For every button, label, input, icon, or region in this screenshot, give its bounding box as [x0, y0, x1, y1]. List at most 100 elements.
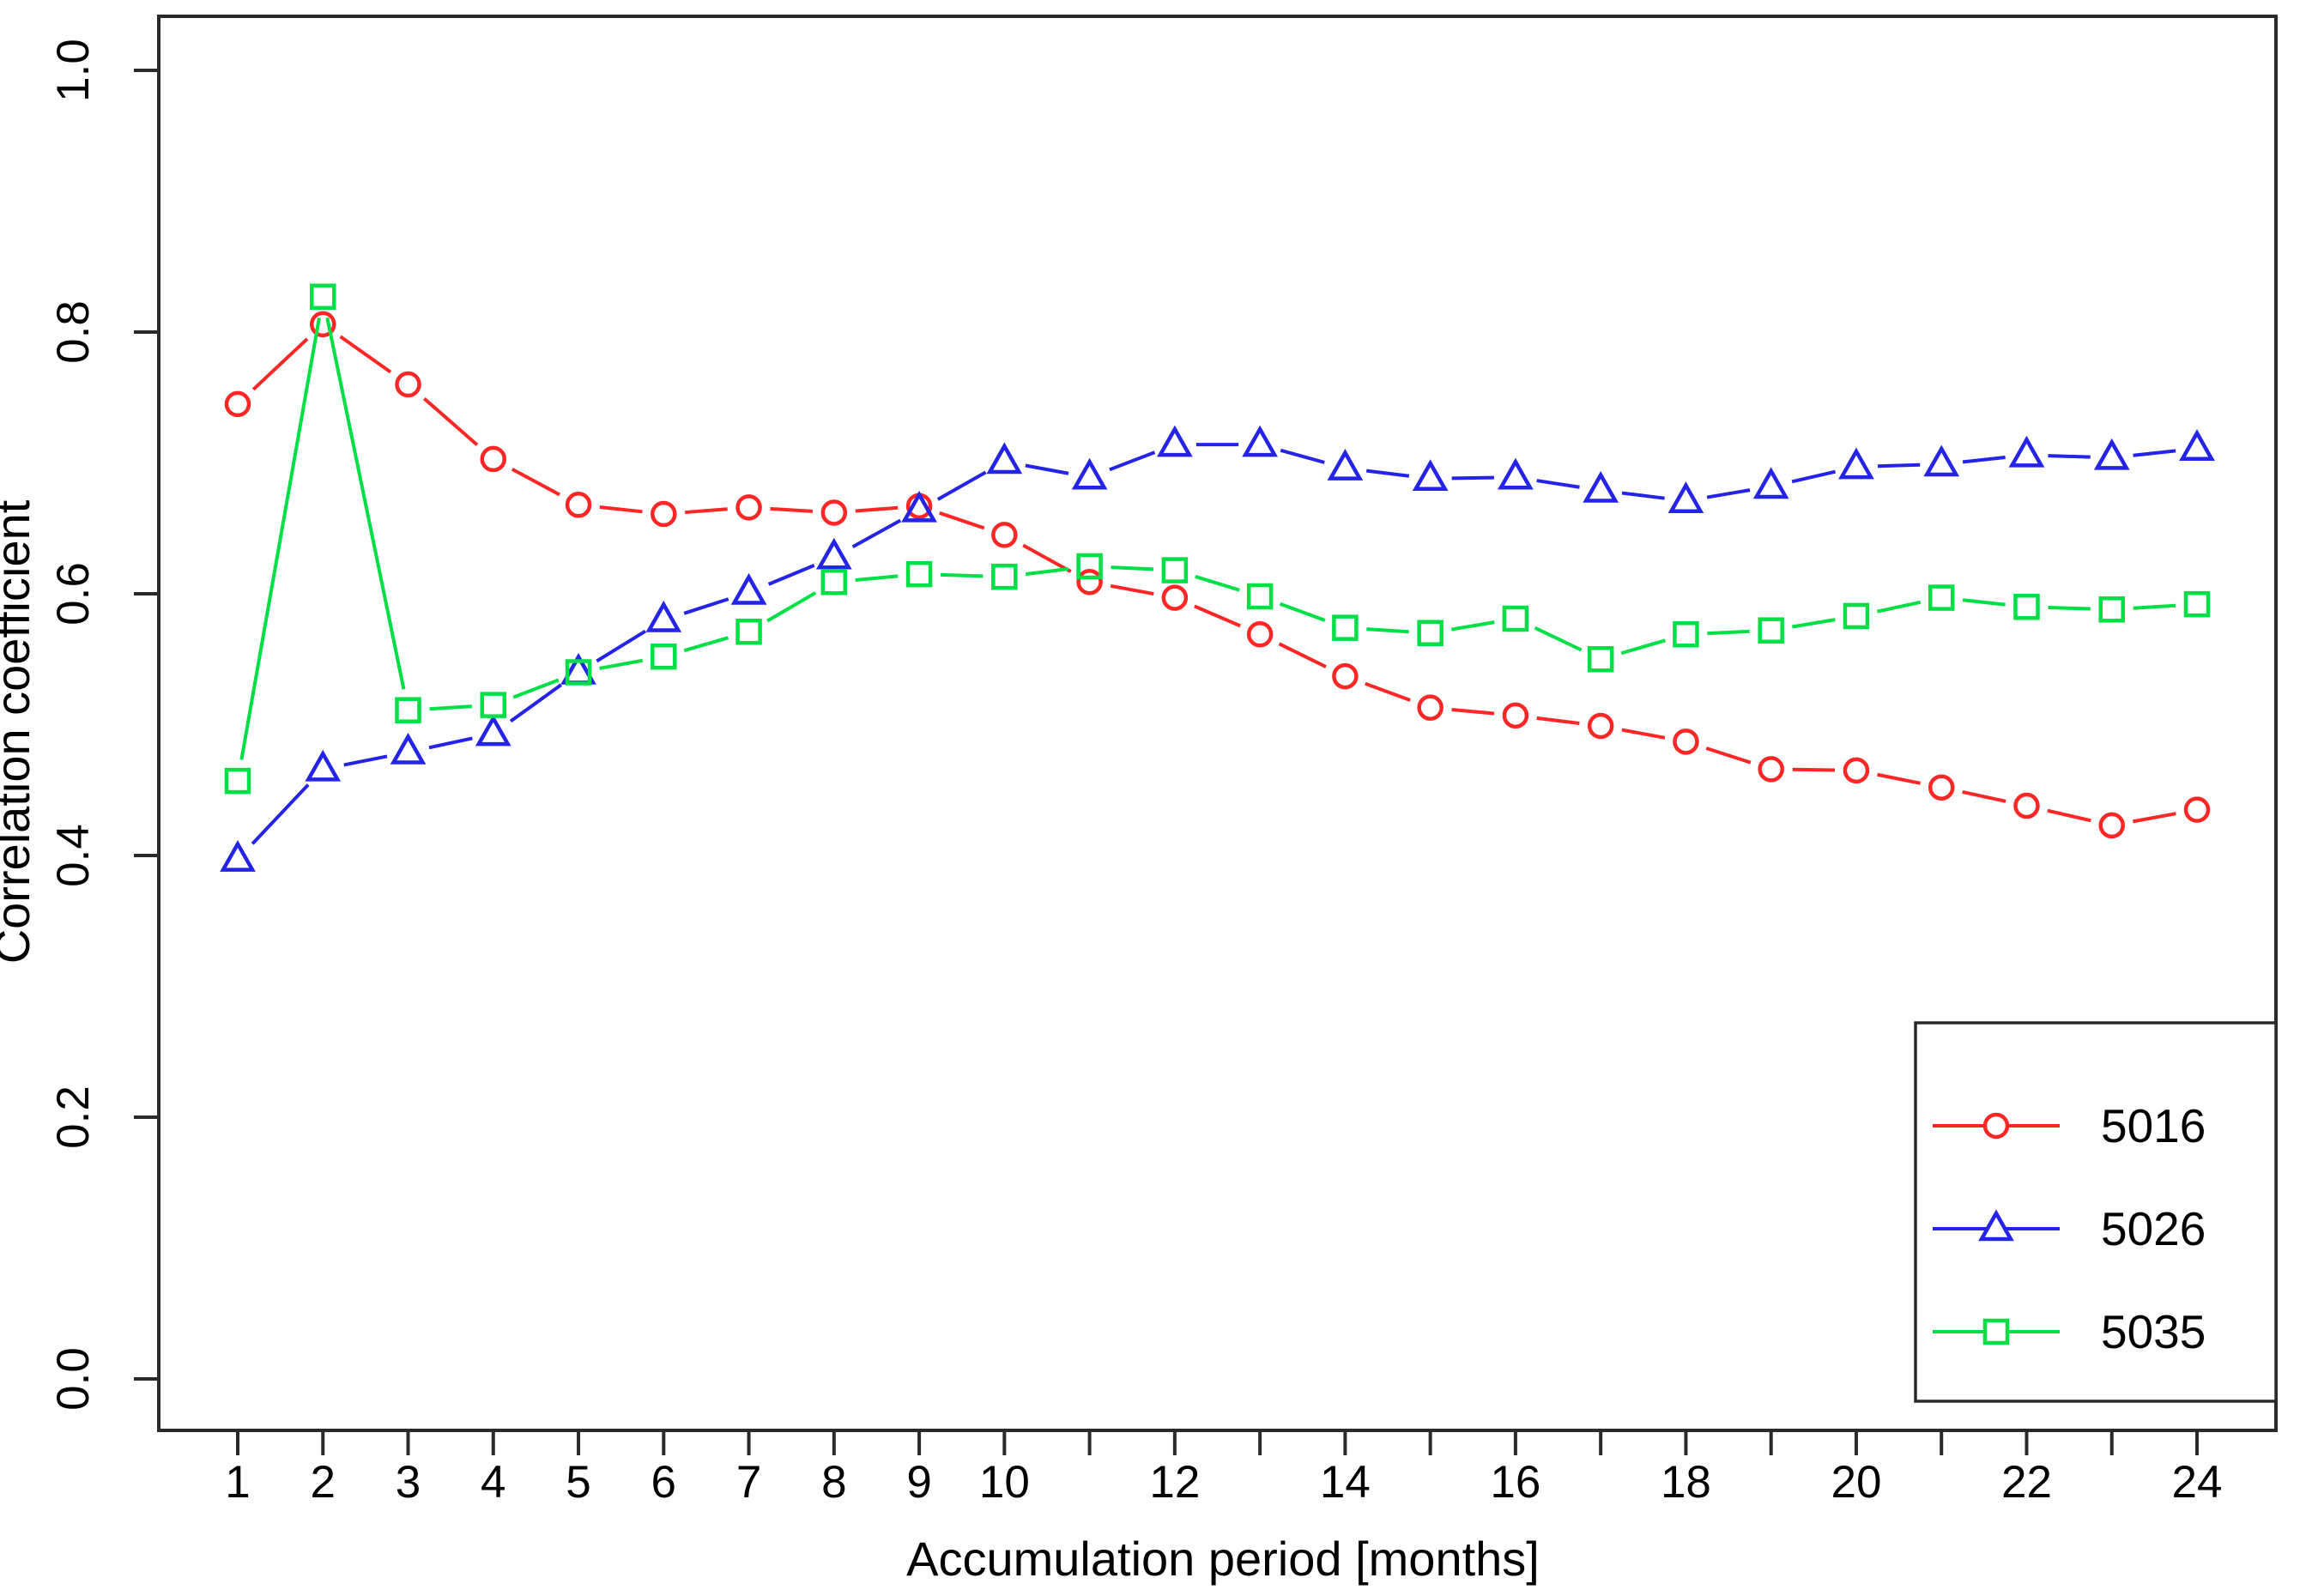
- series-5026-segment: [1451, 475, 1494, 481]
- x-tick-label: 3: [396, 1457, 421, 1508]
- data-point-5016-m7: [735, 494, 762, 521]
- legend: 5016 5026 5035: [1914, 1021, 2278, 1403]
- data-point-5026-m2: [305, 749, 342, 782]
- y-axis-label: Correlation coefficient: [0, 499, 39, 964]
- series-5035-segment: [512, 678, 560, 699]
- series-5035-segment: [2133, 603, 2176, 610]
- x-tick-label: 10: [979, 1457, 1030, 1508]
- legend-box: [1914, 1021, 2278, 1403]
- series-5026-segment: [1962, 456, 2006, 464]
- data-point-5016-m14: [1332, 662, 1359, 690]
- series-5026-segment: [1280, 448, 1325, 464]
- x-tick-label: 2: [311, 1457, 336, 1508]
- data-point-5035-m23: [2098, 596, 2125, 623]
- series-5026-segment: [343, 754, 388, 767]
- data-point-5035-m11: [1076, 553, 1103, 580]
- data-point-5016-m16: [1502, 702, 1529, 729]
- series-5016-segment: [1877, 772, 1922, 785]
- data-point-5016-m8: [820, 499, 848, 526]
- x-tick-label: 9: [906, 1457, 931, 1508]
- x-tick-label: 22: [2001, 1457, 2052, 1508]
- series-5026-segment: [683, 597, 729, 615]
- data-point-5016-m6: [651, 500, 677, 528]
- x-tick-label: 18: [1661, 1457, 1711, 1508]
- series-5016-segment: [1365, 681, 1411, 702]
- data-point-5035-m8: [820, 569, 848, 595]
- data-point-5026-m6: [645, 600, 682, 632]
- series-5016-segment: [1194, 604, 1241, 628]
- series-5035-segment: [1792, 618, 1836, 629]
- data-point-5035-m6: [651, 643, 677, 670]
- x-axis-label: Accumulation period [months]: [906, 1532, 1540, 1586]
- series-5016-segment: [1705, 747, 1752, 765]
- series-5035-segment: [683, 636, 729, 653]
- data-point-5016-m10: [991, 522, 1018, 548]
- series-5016-segment: [855, 505, 899, 513]
- data-point-5016-m5: [565, 492, 592, 518]
- series-5035-segment: [429, 704, 472, 711]
- data-point-5016-m1: [224, 390, 251, 418]
- x-tick-label: 16: [1490, 1457, 1540, 1508]
- series-5026-segment: [1109, 450, 1156, 472]
- data-point-5026-m24: [2179, 429, 2215, 461]
- series-5035-segment: [1707, 629, 1750, 636]
- data-point-5026-m23: [2093, 438, 2130, 470]
- data-point-5026-m18: [1667, 481, 1704, 513]
- data-point-5035-m7: [735, 618, 762, 645]
- data-point-5035-m4: [480, 692, 507, 718]
- legend-label-5035: 5035: [2101, 1305, 2206, 1358]
- data-point-5016-m2: [310, 311, 336, 338]
- series-5035: [224, 283, 2211, 795]
- data-point-5035-m22: [2013, 594, 2040, 620]
- series-5016-segment: [251, 337, 309, 391]
- series-5035-segment: [2048, 606, 2091, 611]
- series-5035-segment: [325, 317, 406, 690]
- series-5026-segment: [1536, 479, 1580, 489]
- y-tick-label: 0.6: [48, 562, 99, 626]
- series-5016-segment: [423, 396, 479, 446]
- series-5016-segment: [1792, 767, 1835, 772]
- data-point-5016-m21: [1928, 774, 1955, 801]
- series-5026-segment: [1025, 463, 1069, 475]
- series-5016-segment: [1451, 707, 1495, 716]
- data-point-5035-m20: [1843, 602, 1870, 630]
- series-5035-segment: [1111, 565, 1153, 571]
- series-5026-segment: [851, 518, 902, 548]
- x-tick-label: 1: [225, 1457, 250, 1508]
- data-point-5026-m14: [1327, 449, 1364, 481]
- series-5026-segment: [428, 736, 473, 750]
- data-point-5026-m20: [1838, 447, 1874, 480]
- legend-label-5026: 5026: [2101, 1202, 2206, 1255]
- data-point-5016-m17: [1587, 712, 1614, 740]
- series-5016-segment: [511, 468, 560, 497]
- series-5026-segment: [1877, 462, 1921, 469]
- series-5016-segment: [770, 506, 813, 513]
- x-tick-label: 24: [2172, 1457, 2223, 1508]
- x-tick-label: 8: [821, 1457, 846, 1508]
- x-tick-label: 5: [566, 1457, 590, 1508]
- series-5035-segment: [1876, 600, 1922, 614]
- data-point-5016-m22: [2013, 792, 2040, 819]
- data-point-5026-m17: [1583, 470, 1619, 503]
- data-point-5035-m21: [1928, 584, 1955, 611]
- data-point-5026-m7: [730, 572, 767, 605]
- y-tick-label: 1.0: [48, 39, 99, 102]
- data-point-5026-m4: [475, 714, 511, 747]
- x-tick-label: 4: [481, 1457, 505, 1508]
- x-tick-label: 20: [1831, 1457, 1881, 1508]
- data-point-5016-m20: [1843, 757, 1870, 784]
- series-5026-segment: [251, 783, 310, 845]
- data-point-5016-m19: [1758, 756, 1784, 783]
- series-5026-segment: [596, 629, 647, 663]
- data-point-5016-m23: [2098, 812, 2125, 839]
- series-5016-segment: [599, 505, 643, 514]
- data-point-5035-m16: [1502, 605, 1529, 632]
- series-5026-segment: [509, 683, 562, 723]
- x-tick-label: 6: [651, 1457, 676, 1508]
- data-point-5016-m3: [395, 371, 421, 398]
- legend-label-5016: 5016: [2101, 1099, 2206, 1152]
- series-5035-segment: [1620, 638, 1666, 656]
- data-point-5026-m22: [2008, 435, 2045, 468]
- data-point-5026-m10: [986, 442, 1023, 475]
- data-point-5026-m11: [1071, 457, 1108, 490]
